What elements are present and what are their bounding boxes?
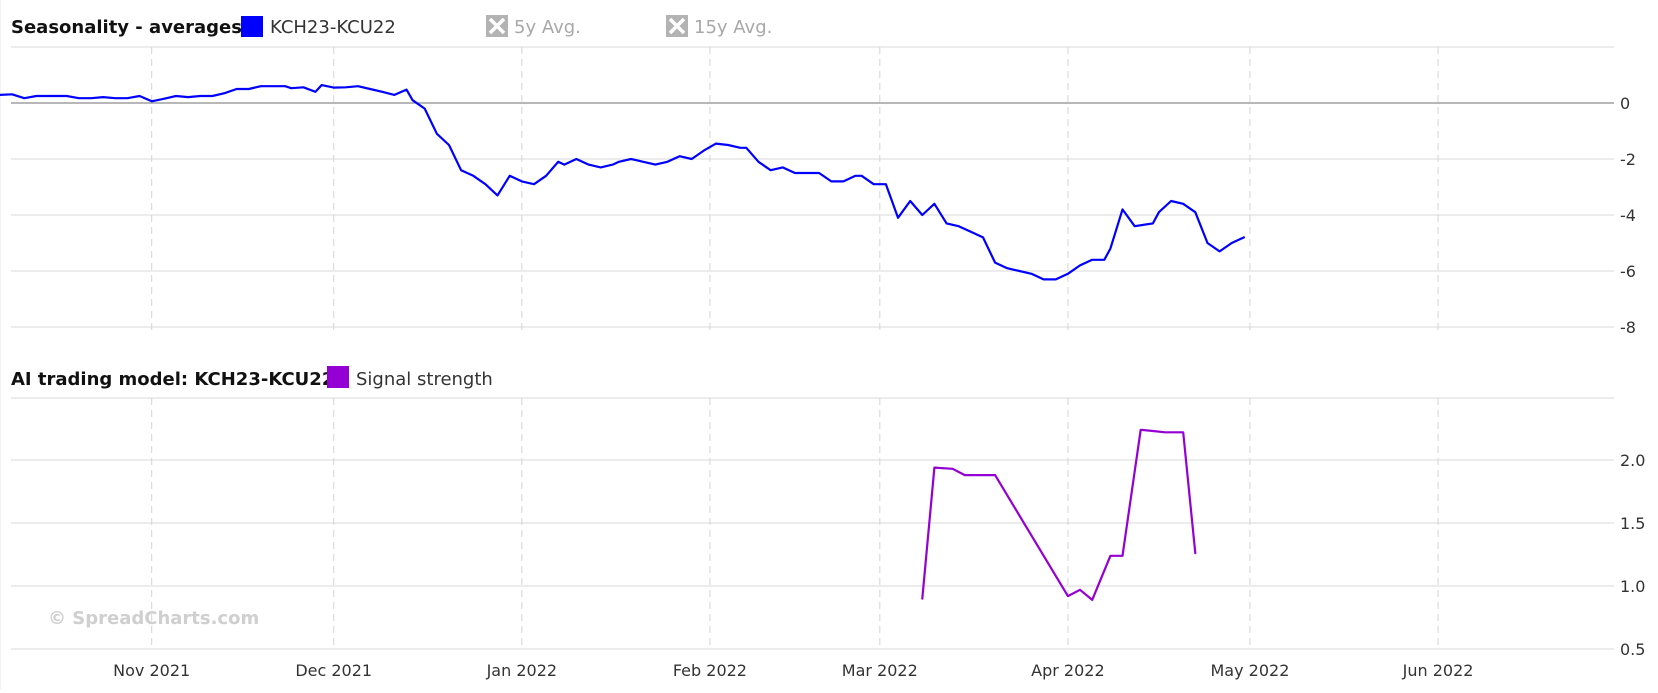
x-tick-label: Feb 2022 [673, 661, 747, 680]
bottom-chart-title: AI trading model: KCH23-KCU22 [11, 369, 334, 390]
legend-label: Signal strength [356, 369, 493, 390]
x-tick-label: Jun 2022 [1402, 661, 1474, 680]
x-tick-label: Mar 2022 [842, 661, 918, 680]
disabled-checkbox-icon [666, 15, 688, 37]
legend-label: 15y Avg. [694, 17, 772, 38]
top-chart-title: Seasonality - averages [11, 17, 242, 38]
bottom-y-tick-label: 2.0 [1620, 451, 1645, 470]
top-y-tick-label: -2 [1620, 150, 1636, 169]
top-y-tick-label: -8 [1620, 318, 1636, 337]
x-tick-label: Apr 2022 [1031, 661, 1104, 680]
axis-layer: 0 -2 -4 -6 -8 2.0 1.5 1.0 0.5 Nov 2021 Dec 2021 Jan… [113, 94, 1645, 680]
legend-swatch [241, 16, 263, 37]
x-tick-label: Nov 2021 [113, 661, 190, 680]
bottom-y-tick-label: 1.0 [1620, 577, 1645, 596]
x-tick-label: Dec 2021 [295, 661, 372, 680]
series-line-kch23-kcu22 [0, 84, 1245, 281]
grid-layer [0, 0, 1614, 689]
disabled-checkbox-icon [486, 15, 508, 37]
watermark: © SpreadCharts.com [48, 608, 259, 629]
legend-label: KCH23-KCU22 [270, 17, 396, 38]
x-tick-label: Jan 2022 [486, 661, 557, 680]
legend-item-kch23-kcu22[interactable]: KCH23-KCU22 [241, 16, 396, 38]
top-y-tick-label: 0 [1620, 94, 1630, 113]
bottom-y-tick-label: 0.5 [1620, 640, 1645, 659]
legend-label: 5y Avg. [514, 17, 581, 38]
series-line-signal-strength [921, 428, 1197, 601]
x-tick-label: May 2022 [1210, 661, 1289, 680]
legend-item-5y-avg[interactable]: 5y Avg. [486, 15, 581, 38]
top-y-tick-label: -4 [1620, 206, 1636, 225]
top-y-tick-label: -6 [1620, 262, 1636, 281]
legend-swatch [327, 366, 349, 388]
series-layer [0, 84, 1245, 601]
bottom-y-tick-label: 1.5 [1620, 514, 1645, 533]
legend-item-signal-strength[interactable]: Signal strength [327, 366, 493, 390]
legend-item-15y-avg[interactable]: 15y Avg. [666, 15, 772, 38]
